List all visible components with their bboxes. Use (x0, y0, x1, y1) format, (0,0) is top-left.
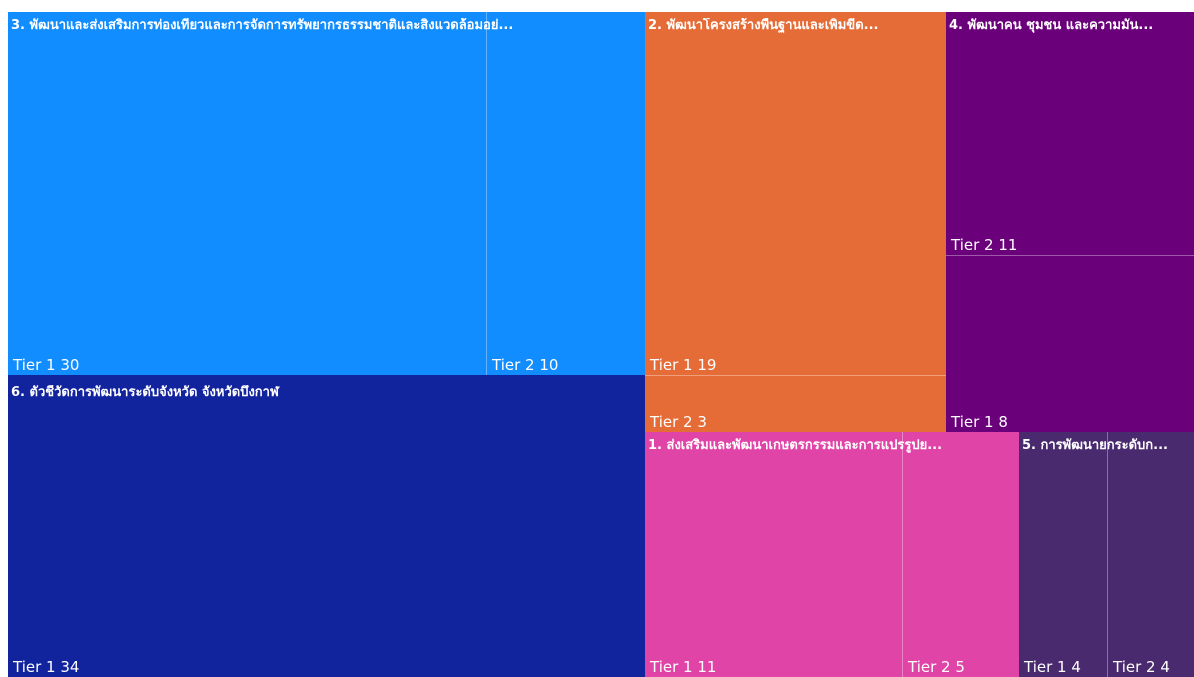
cell-label: Tier 1 4 (1024, 658, 1081, 676)
cell-label: Tier 1 8 (951, 413, 1008, 431)
treemap-cell[interactable]: Tier 1 8 (946, 255, 1194, 432)
cell-label: Tier 2 4 (1113, 658, 1170, 676)
treemap-cell[interactable]: Tier 1 11 (645, 432, 902, 677)
group-label: 3. พัฒนาและส่งเสริมการท่องเที่ยวและการจั… (11, 18, 514, 33)
group-label: 6. ตัวชี้วัดการพัฒนาระดับจังหวัด จังหวัด… (11, 385, 279, 400)
group-label: 5. การพัฒนายกระดับก... (1022, 438, 1168, 453)
treemap-cell[interactable]: Tier 2 11 (946, 12, 1194, 255)
cell-label: Tier 1 34 (13, 658, 80, 676)
cell-label: Tier 2 3 (650, 413, 707, 431)
cell-label: Tier 1 30 (13, 356, 80, 374)
treemap-cell[interactable]: Tier 2 10 (486, 12, 645, 375)
cell-label: Tier 2 10 (492, 356, 559, 374)
treemap-cell[interactable]: Tier 2 3 (645, 375, 946, 432)
treemap-cell[interactable]: Tier 1 4 (1019, 432, 1107, 677)
cell-label: Tier 2 5 (908, 658, 965, 676)
group-label: 2. พัฒนาโครงสร้างพื้นฐานและเพิ่มขีด... (648, 18, 879, 33)
cell-label: Tier 1 11 (650, 658, 717, 676)
group-label: 4. พัฒนาคน ชุมชน และความมั่น... (949, 18, 1154, 33)
cell-label: Tier 2 11 (951, 236, 1018, 254)
group-label: 1. ส่งเสริมและพัฒนาเกษตรกรรมและการแปรรูป… (648, 438, 943, 453)
treemap-cell[interactable]: Tier 1 34 (8, 375, 645, 677)
treemap-cell[interactable]: Tier 2 4 (1107, 432, 1194, 677)
treemap-cell[interactable]: Tier 1 19 (645, 12, 946, 375)
treemap-cell[interactable]: Tier 1 30 (8, 12, 486, 375)
treemap-cell[interactable]: Tier 2 5 (902, 432, 1019, 677)
cell-label: Tier 1 19 (650, 356, 717, 374)
